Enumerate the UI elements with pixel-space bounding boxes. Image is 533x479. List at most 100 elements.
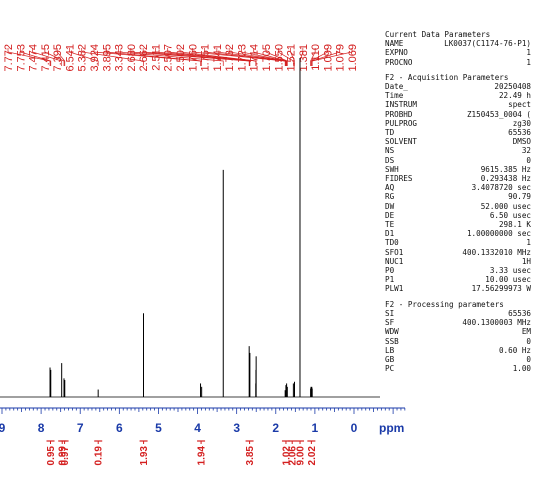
parameter-value: 1.00 — [512, 364, 531, 374]
parameter-row: NAME LK0037(C1174-76-P1) — [385, 39, 531, 48]
parameter-value: 0 — [526, 155, 531, 165]
axis-tick-label: 3 — [233, 421, 240, 435]
peak-leader-line — [310, 48, 316, 66]
parameter-row: INSTRUM spect — [385, 100, 531, 109]
parameter-key: DE — [385, 210, 395, 220]
parameter-row: DE 6.50 usec — [385, 211, 531, 220]
axis-unit-label: ppm — [379, 421, 404, 435]
axis-tick-label: 9 — [0, 421, 6, 435]
parameter-row: SSB 0 — [385, 337, 531, 346]
peak-leader-line — [191, 48, 286, 66]
parameter-row: Date_ 20250408 — [385, 82, 531, 91]
parameter-key: EXPNO — [385, 48, 408, 58]
parameter-value: 1.00000000 sec — [466, 229, 531, 239]
parameter-row: TD0 1 — [385, 238, 531, 247]
peak-shift-label: 1.079 — [335, 44, 347, 72]
peak-shift-label: 7.395 — [52, 44, 64, 72]
parameter-key: P0 — [385, 266, 395, 276]
parameter-row: SFO1 400.1332010 MHz — [385, 248, 531, 257]
parameter-key: SWH — [385, 164, 399, 174]
parameter-value: EM — [521, 327, 531, 337]
peak-leader-line — [19, 48, 52, 66]
axis-tick-label: 5 — [155, 421, 162, 435]
parameter-value: 298.1 K — [498, 220, 531, 230]
peak-leader-line — [81, 48, 144, 66]
integral-value: 2.02 — [307, 446, 318, 466]
parameter-value: 400.1300003 MHz — [462, 318, 531, 328]
parameter-row: TD 65536 — [385, 128, 531, 137]
parameter-row: PLW1 17.56299973 W — [385, 284, 531, 293]
acquisition-parameters-section: F2 - Acquisition Parameters Date_ 2025040… — [385, 73, 531, 294]
parameter-key: NS — [385, 146, 395, 156]
parameter-key: AQ — [385, 183, 395, 193]
parameter-row: AQ 3.4078720 sec — [385, 183, 531, 192]
peak-leader-line — [7, 48, 51, 66]
peak-shift-label: 3.895 — [101, 44, 113, 72]
parameter-key: SFO1 — [385, 247, 404, 257]
parameter-value: 52.000 usec — [480, 201, 531, 211]
parameter-row: PROBHD Z150453_0004 ( — [385, 110, 531, 119]
parameter-value: 10.00 usec — [485, 275, 531, 285]
peak-leader-line — [265, 48, 288, 66]
parameter-value: LK0037(C1174-76-P1) — [444, 39, 531, 49]
integral-value: 0.19 — [94, 446, 105, 466]
integral-value: 1.93 — [139, 446, 150, 466]
parameter-value: 32 — [521, 146, 531, 156]
peak-shift-label: 1.723 — [236, 44, 248, 72]
parameter-value: 65536 — [508, 128, 531, 138]
peak-shift-label: 7.753 — [15, 44, 27, 72]
integral-group: 0.95 0.990.97 0.19 1.93 1.94 3.85 1.022.069.00… — [46, 440, 318, 466]
parameter-key: GB — [385, 354, 395, 364]
integral-value: 1.02 — [281, 446, 292, 466]
peak-leader-line — [290, 48, 295, 66]
parameter-value: 3.33 usec — [489, 266, 531, 276]
parameter-row: NUC1 1H — [385, 257, 531, 266]
parameter-rows: SI 65536 SF 400.1300003 MHz WDW EM SSB 0 LB 0.60 … — [385, 309, 531, 373]
parameter-row: SOLVENT DMSO — [385, 137, 531, 146]
parameter-row: FIDRES 0.293438 Hz — [385, 174, 531, 183]
ppm-axis: 9 8 7 6 5 4 3 2 1 0 — [0, 407, 406, 435]
parameter-key: DW — [385, 201, 395, 211]
peak-leader-line — [204, 48, 286, 66]
parameter-key: Time — [385, 91, 404, 101]
parameter-key: WDW — [385, 327, 399, 337]
peak-shift-label: 7.772 — [3, 44, 15, 72]
peak-leader-line — [310, 48, 328, 66]
parameter-key: SI — [385, 308, 395, 318]
axis-tick-label: 4 — [194, 421, 201, 435]
parameter-rows: Date_ 20250408 Time 22.49 h INSTRUM spect PROB… — [385, 82, 531, 294]
axis-tick-label: 7 — [77, 421, 84, 435]
parameter-row: PULPROG zg30 — [385, 119, 531, 128]
parameter-key: PC — [385, 364, 395, 374]
parameter-row: P1 10.00 usec — [385, 275, 531, 284]
section-title: F2 - Processing parameters — [385, 299, 504, 309]
integral-value: 9.00 — [296, 446, 307, 466]
parameter-key: INSTRUM — [385, 100, 418, 110]
parameter-key: PLW1 — [385, 284, 404, 294]
peak-leader-line — [44, 48, 65, 66]
parameter-value: 3.4078720 sec — [471, 183, 531, 193]
peak-leader-line — [311, 48, 353, 66]
integral-value: 3.85 — [245, 446, 256, 466]
parameter-row: Time 22.49 h — [385, 91, 531, 100]
integral-value: 2.06 — [288, 446, 299, 466]
section-title: Current Data Parameters — [385, 30, 491, 39]
peak-leader-lines — [7, 48, 353, 66]
peak-leader-line — [105, 48, 203, 66]
parameter-key: PULPROG — [385, 118, 418, 128]
spectrum-trace-group — [0, 58, 380, 398]
parameter-key: PROCNO — [385, 57, 413, 67]
parameter-key: SF — [385, 318, 395, 328]
peak-leader-line — [130, 48, 250, 66]
parameter-key: TD — [385, 128, 395, 138]
peak-shift-label: 1.069 — [347, 44, 359, 72]
parameter-value: 0.60 Hz — [498, 345, 531, 355]
peak-leader-line — [216, 48, 287, 66]
parameter-value: 1H — [521, 256, 531, 266]
peak-shift-label: 1.381 — [298, 44, 310, 72]
peak-shift-label: 1.760 — [187, 44, 199, 72]
integral-value: 1.94 — [197, 446, 208, 466]
peak-leader-line — [277, 48, 294, 66]
parameter-row: GB 0 — [385, 355, 531, 364]
